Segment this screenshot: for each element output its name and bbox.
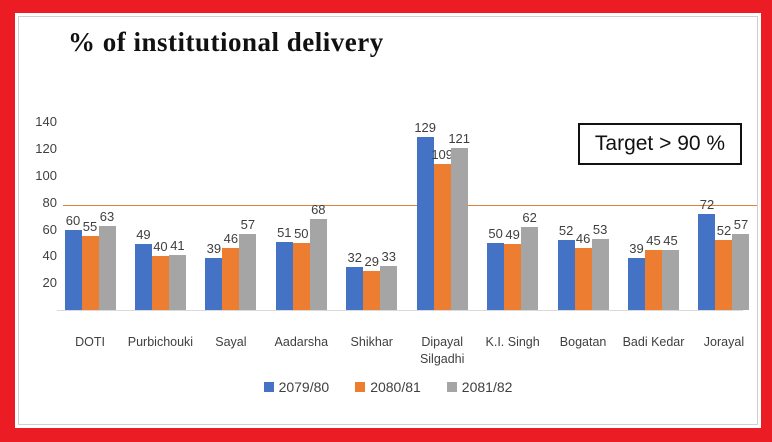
bar-2079-80 xyxy=(628,258,646,310)
bar-2081-82 xyxy=(662,250,680,310)
bar-value-label: 29 xyxy=(364,254,379,269)
bar-2079-80 xyxy=(698,214,716,310)
chart-panel[interactable]: % of institutional delivery Target > 90 … xyxy=(18,16,758,425)
bar-2081-82 xyxy=(380,266,398,310)
bar-value-label: 68 xyxy=(311,202,326,217)
legend-item-2080-81: 2080/81 xyxy=(355,379,421,395)
bar-value-label: 50 xyxy=(488,226,503,241)
bar-value-label: 55 xyxy=(82,219,98,234)
bar-value-label: 50 xyxy=(294,226,309,241)
x-axis-category-label: Badi Kedar xyxy=(622,335,685,349)
bar-2080-81 xyxy=(151,256,169,310)
bar-2081-82 xyxy=(98,226,116,310)
legend-item-2081-82: 2081/82 xyxy=(446,379,513,395)
x-axis-category-label: Dipayal Silgadhi xyxy=(419,335,465,366)
bar-2080-81 xyxy=(433,164,451,310)
legend-label: 2079/80 xyxy=(278,379,330,395)
y-axis-tick-label: 120 xyxy=(35,141,57,157)
bar-value-label: 72 xyxy=(699,197,715,212)
bar-2079-80 xyxy=(205,258,223,310)
bar-value-label: 49 xyxy=(505,227,520,242)
bar-value-label: 51 xyxy=(277,225,292,240)
bar-2081-82 xyxy=(309,219,327,310)
bar-value-label: 39 xyxy=(629,241,644,256)
x-axis-category-label: Jorayal xyxy=(703,335,745,349)
bar-2080-81 xyxy=(504,244,522,310)
bar-value-label: 60 xyxy=(65,213,81,228)
x-axis-category-label: Shikhar xyxy=(350,335,393,349)
legend-label: 2081/82 xyxy=(461,379,513,395)
y-axis-tick-label: 80 xyxy=(42,194,57,210)
y-axis-tick-label: 140 xyxy=(35,114,57,130)
bar-value-label: 39 xyxy=(206,241,222,256)
x-axis-category-label: DOTI xyxy=(75,335,105,349)
bar-value-label: 62 xyxy=(522,210,537,225)
target-annotation-box[interactable]: Target > 90 % xyxy=(578,123,742,165)
legend-label: 2080/81 xyxy=(370,379,421,395)
bar-2081-82 xyxy=(168,255,186,310)
bar-2079-80 xyxy=(557,240,575,310)
bar-2081-82 xyxy=(591,239,609,310)
bar-2080-81 xyxy=(574,248,592,310)
bar-value-label: 46 xyxy=(223,231,239,246)
y-axis-tick-label: 100 xyxy=(35,168,57,183)
x-axis-category-label: Bogatan xyxy=(559,335,607,349)
target-annotation-label: Target > 90 % xyxy=(594,132,726,155)
target-line xyxy=(63,205,757,207)
bar-2080-81 xyxy=(81,236,99,310)
x-axis-line xyxy=(57,310,743,311)
bar-value-label: 41 xyxy=(170,238,185,253)
legend-swatch-icon xyxy=(446,382,457,392)
chart-title: % of institutional delivery xyxy=(68,27,384,57)
bar-value-label: 129 xyxy=(414,120,437,135)
bar-value-label: 63 xyxy=(99,209,115,224)
bar-value-label: 121 xyxy=(448,131,471,146)
bar-2080-81 xyxy=(645,250,663,310)
bar-value-label: 52 xyxy=(558,223,574,238)
bar-2079-80 xyxy=(416,137,434,310)
bar-value-label: 45 xyxy=(646,233,661,248)
bar-value-label: 49 xyxy=(136,227,151,242)
bar-2080-81 xyxy=(715,240,733,310)
legend-swatch-icon xyxy=(355,382,366,392)
bar-2081-82 xyxy=(239,234,257,310)
bar-value-label: 46 xyxy=(575,231,591,246)
bar-value-label: 40 xyxy=(153,239,168,254)
bar-2079-80 xyxy=(275,242,293,310)
bar-2079-80 xyxy=(346,267,364,310)
bar-value-label: 109 xyxy=(431,147,454,162)
x-axis-category-label: Sayal xyxy=(215,335,247,349)
bar-2081-82 xyxy=(521,227,539,310)
x-axis-category-label: Purbichouki xyxy=(127,335,194,349)
legend-swatch-icon xyxy=(263,382,274,392)
x-axis-category-label: K.I. Singh xyxy=(485,335,540,349)
bar-2081-82 xyxy=(450,148,468,310)
bar-2081-82 xyxy=(732,234,750,310)
bar-2079-80 xyxy=(134,244,152,310)
y-axis-tick-label: 20 xyxy=(42,275,57,291)
legend-item-2079-80: 2079/80 xyxy=(263,379,330,395)
x-axis-category-label: Aadarsha xyxy=(274,335,329,349)
y-axis-tick-label: 40 xyxy=(42,248,57,264)
chart-legend: 2079/80 2080/81 2081/82 xyxy=(19,379,757,395)
bar-value-label: 52 xyxy=(716,223,732,238)
bar-2079-80 xyxy=(487,243,505,310)
bar-2079-80 xyxy=(64,230,82,310)
bar-value-label: 53 xyxy=(592,222,608,237)
bar-2080-81 xyxy=(222,248,240,310)
bar-2080-81 xyxy=(292,243,310,310)
y-axis-tick-label: 60 xyxy=(42,221,57,237)
bar-value-label: 57 xyxy=(733,217,749,232)
bar-value-label: 45 xyxy=(663,233,678,248)
bar-value-label: 33 xyxy=(381,249,396,264)
bar-value-label: 32 xyxy=(347,250,362,265)
bar-value-label: 57 xyxy=(240,217,256,232)
bar-2080-81 xyxy=(363,271,381,310)
